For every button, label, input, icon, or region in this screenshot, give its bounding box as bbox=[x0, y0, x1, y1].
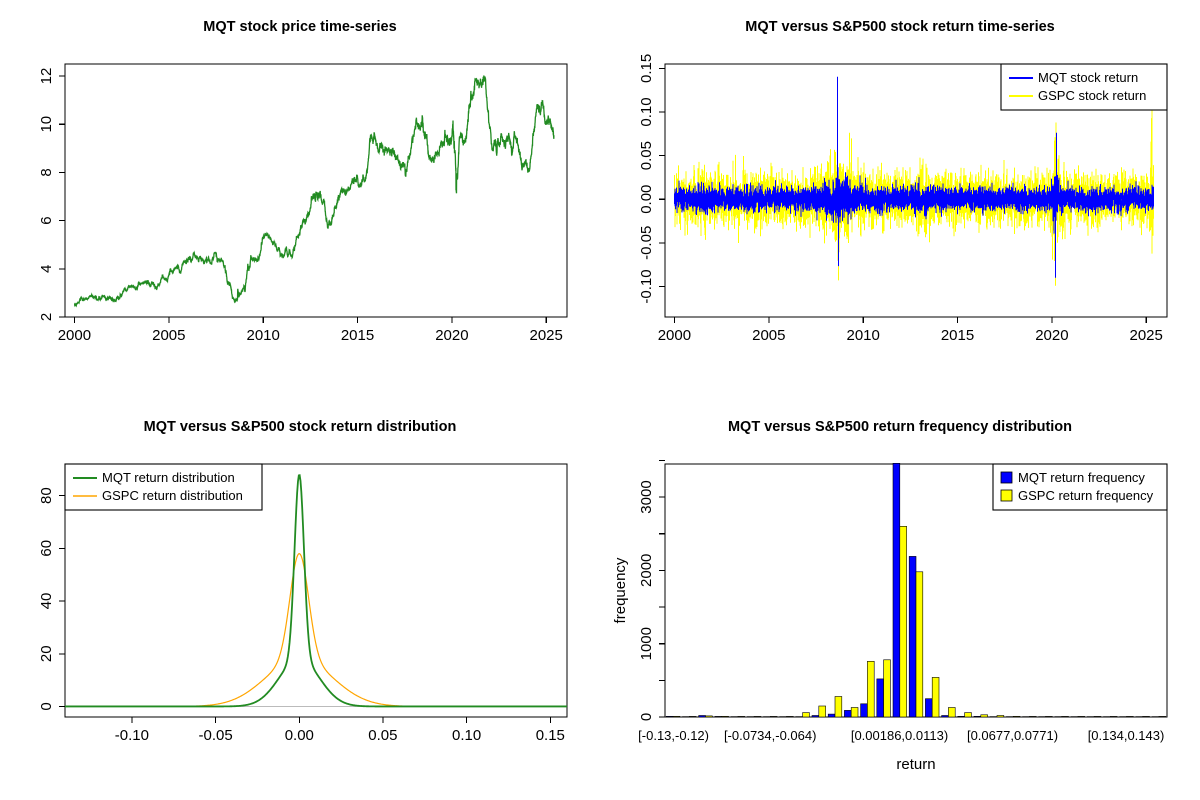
svg-text:-0.10: -0.10 bbox=[638, 269, 655, 303]
svg-text:0.05: 0.05 bbox=[368, 727, 397, 744]
svg-text:1000: 1000 bbox=[638, 627, 655, 660]
svg-text:2: 2 bbox=[38, 313, 55, 321]
svg-text:[-0.0734,-0.064): [-0.0734,-0.064) bbox=[724, 728, 817, 743]
svg-text:MQT return frequency: MQT return frequency bbox=[1018, 470, 1145, 485]
svg-text:GSPC return frequency: GSPC return frequency bbox=[1018, 488, 1154, 503]
svg-text:2000: 2000 bbox=[658, 327, 691, 344]
svg-text:-0.10: -0.10 bbox=[115, 727, 149, 744]
svg-text:10: 10 bbox=[38, 116, 55, 133]
svg-text:3000: 3000 bbox=[638, 480, 655, 513]
svg-text:0.10: 0.10 bbox=[452, 727, 481, 744]
svg-text:0.00: 0.00 bbox=[285, 727, 314, 744]
svg-text:80: 80 bbox=[38, 487, 55, 504]
svg-text:2025: 2025 bbox=[1130, 327, 1163, 344]
svg-text:0.00: 0.00 bbox=[638, 185, 655, 214]
svg-text:MQT stock return: MQT stock return bbox=[1038, 70, 1138, 85]
svg-text:2000: 2000 bbox=[58, 327, 91, 344]
svg-text:6: 6 bbox=[38, 216, 55, 224]
svg-text:2020: 2020 bbox=[1035, 327, 1068, 344]
svg-text:0.10: 0.10 bbox=[638, 97, 655, 126]
svg-text:2015: 2015 bbox=[941, 327, 974, 344]
svg-text:[0.0677,0.0771): [0.0677,0.0771) bbox=[967, 728, 1058, 743]
svg-text:frequency: frequency bbox=[612, 557, 629, 623]
svg-text:60: 60 bbox=[38, 540, 55, 557]
svg-text:0: 0 bbox=[638, 713, 655, 721]
svg-text:40: 40 bbox=[38, 593, 55, 610]
svg-text:12: 12 bbox=[38, 68, 55, 85]
svg-text:GSPC return distribution: GSPC return distribution bbox=[102, 488, 243, 503]
svg-text:20: 20 bbox=[38, 645, 55, 662]
svg-text:2010: 2010 bbox=[847, 327, 880, 344]
svg-text:-0.05: -0.05 bbox=[638, 226, 655, 260]
svg-text:MQT return distribution: MQT return distribution bbox=[102, 470, 235, 485]
svg-text:2010: 2010 bbox=[247, 327, 280, 344]
svg-text:2020: 2020 bbox=[435, 327, 468, 344]
svg-text:2015: 2015 bbox=[341, 327, 374, 344]
svg-text:0.05: 0.05 bbox=[638, 141, 655, 170]
svg-text:[0.00186,0.0113): [0.00186,0.0113) bbox=[851, 728, 948, 743]
svg-text:2005: 2005 bbox=[752, 327, 785, 344]
svg-text:0.15: 0.15 bbox=[536, 727, 565, 744]
svg-text:2005: 2005 bbox=[152, 327, 185, 344]
svg-text:[-0.13,-0.12): [-0.13,-0.12) bbox=[638, 728, 709, 743]
svg-text:-0.05: -0.05 bbox=[198, 727, 232, 744]
svg-text:2025: 2025 bbox=[530, 327, 563, 344]
svg-text:return: return bbox=[896, 756, 935, 773]
svg-text:GSPC stock return: GSPC stock return bbox=[1038, 88, 1146, 103]
svg-text:0: 0 bbox=[38, 702, 55, 710]
svg-text:0.15: 0.15 bbox=[638, 54, 655, 83]
svg-text:8: 8 bbox=[38, 168, 55, 176]
svg-text:[0.134,0.143): [0.134,0.143) bbox=[1088, 728, 1165, 743]
svg-text:2000: 2000 bbox=[638, 554, 655, 587]
svg-text:4: 4 bbox=[38, 265, 55, 273]
